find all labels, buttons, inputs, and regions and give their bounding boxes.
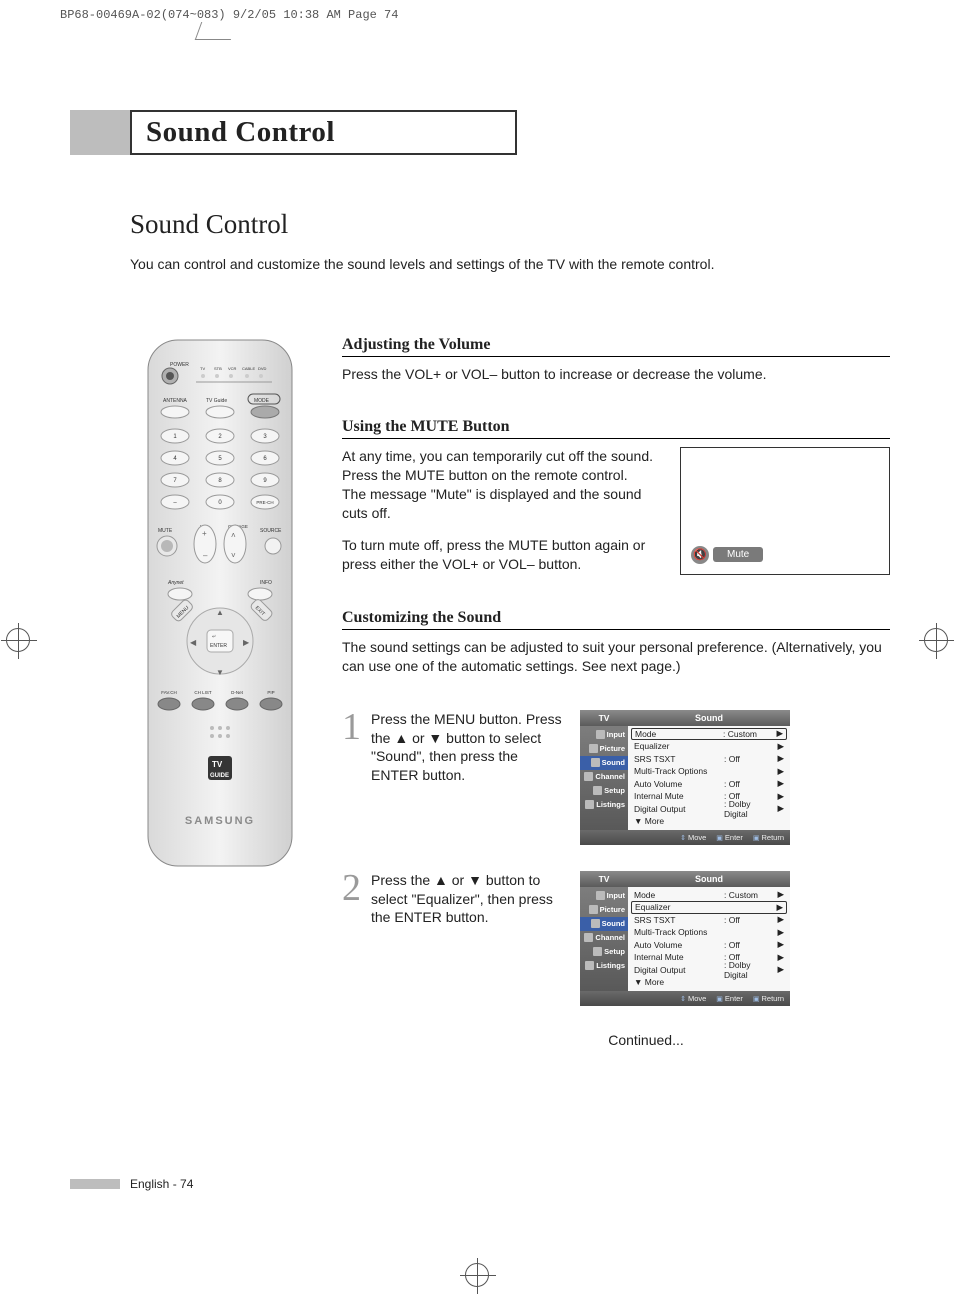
svg-text:PRE-CH: PRE-CH (256, 500, 273, 505)
mute-body-2: To turn mute off, press the MUTE button … (342, 536, 660, 574)
svg-text:TV Guide: TV Guide (206, 398, 227, 404)
mute-osd-label: Mute (713, 547, 763, 562)
svg-text:GUIDE: GUIDE (210, 773, 229, 779)
section-title: Sound Control (130, 209, 890, 240)
svg-text:▶: ▶ (243, 638, 250, 647)
chapter-title: Sound Control (130, 110, 517, 155)
content-column: Adjusting the Volume Press the VOL+ or V… (342, 336, 890, 1048)
registration-mark-left (6, 628, 30, 652)
step-2-number: 2 (342, 871, 361, 1006)
svg-text:↵: ↵ (212, 634, 216, 640)
mute-body-1: At any time, you can temporarily cut off… (342, 447, 660, 523)
svg-text:FAV.CH: FAV.CH (161, 690, 177, 695)
svg-text:CH LIST: CH LIST (194, 690, 212, 695)
svg-text:VCR: VCR (228, 366, 237, 371)
svg-text:˅: ˅ (231, 551, 236, 560)
svg-text:▼: ▼ (216, 668, 224, 677)
customize-heading: Customizing the Sound (342, 609, 890, 630)
svg-text:–: – (203, 551, 208, 560)
svg-text:DVD: DVD (258, 366, 267, 371)
footer-text: English - 74 (130, 1177, 193, 1191)
customize-body: The sound settings can be adjusted to su… (342, 638, 890, 676)
step-2: 2 Press the ▲ or ▼ button to select "Equ… (342, 871, 890, 1006)
crop-mark-header: BP68-00469A-02(074~083) 9/2/05 10:38 AM … (60, 8, 398, 22)
chapter-title-bar: Sound Control (70, 110, 890, 155)
svg-text:Anynet: Anynet (167, 580, 184, 586)
adjust-volume-body: Press the VOL+ or VOL– button to increas… (342, 365, 890, 384)
page-footer: English - 74 (70, 1177, 193, 1191)
title-grey-stub (70, 110, 130, 155)
svg-text:TV: TV (200, 366, 205, 371)
mute-speaker-icon: 🔇 (691, 546, 709, 564)
svg-text:ENTER: ENTER (210, 643, 227, 649)
osd-step-2: TVSoundInputPictureSoundChannelSetupList… (580, 871, 790, 1006)
step-1-text: Press the MENU button. Press the ▲ or ▼ … (371, 710, 562, 845)
svg-text:POWER: POWER (170, 362, 189, 368)
page-content: Sound Control Sound Control You can cont… (70, 110, 890, 1048)
svg-text:˄: ˄ (231, 531, 236, 540)
footer-grey-bar (70, 1179, 120, 1189)
svg-text:ANTENNA: ANTENNA (163, 398, 188, 404)
customize-block: Customizing the Sound The sound settings… (342, 609, 890, 676)
adjust-volume-heading: Adjusting the Volume (342, 336, 890, 357)
step-1: 1 Press the MENU button. Press the ▲ or … (342, 710, 890, 845)
svg-text:CABLE: CABLE (242, 366, 255, 371)
mute-heading: Using the MUTE Button (342, 418, 890, 439)
osd-step-1: TVSoundInputPictureSoundChannelSetupList… (580, 710, 790, 845)
remote-svg: POWER TV STB VCR CABLE DVD ANTENNA TV Gu… (130, 336, 310, 876)
svg-text:D-Net: D-Net (231, 690, 244, 695)
svg-text:MUTE: MUTE (158, 528, 173, 534)
svg-text:PIP: PIP (267, 690, 274, 695)
step-2-text: Press the ▲ or ▼ button to select "Equal… (371, 871, 562, 1006)
registration-mark-bottom (465, 1263, 489, 1287)
step-1-number: 1 (342, 710, 361, 845)
svg-text:TV: TV (212, 760, 223, 769)
main-columns: POWER TV STB VCR CABLE DVD ANTENNA TV Gu… (130, 336, 890, 1048)
mute-block: Using the MUTE Button At any time, you c… (342, 418, 890, 575)
svg-text:MODE: MODE (254, 398, 270, 404)
crop-mark-line (195, 22, 238, 40)
svg-text:◀: ◀ (190, 638, 197, 647)
adjust-volume-block: Adjusting the Volume Press the VOL+ or V… (342, 336, 890, 384)
svg-text:SAMSUNG: SAMSUNG (185, 815, 255, 827)
continued-label: Continued... (402, 1032, 890, 1048)
svg-text:▲: ▲ (216, 608, 224, 617)
intro-paragraph: You can control and customize the sound … (130, 256, 890, 272)
svg-text:INFO: INFO (260, 580, 272, 586)
svg-text:+: + (202, 529, 207, 538)
mute-osd-preview: 🔇 Mute (680, 447, 890, 575)
remote-illustration: POWER TV STB VCR CABLE DVD ANTENNA TV Gu… (130, 336, 310, 1048)
svg-text:STB: STB (214, 366, 222, 371)
svg-text:SOURCE: SOURCE (260, 528, 282, 534)
registration-mark-right (924, 628, 948, 652)
